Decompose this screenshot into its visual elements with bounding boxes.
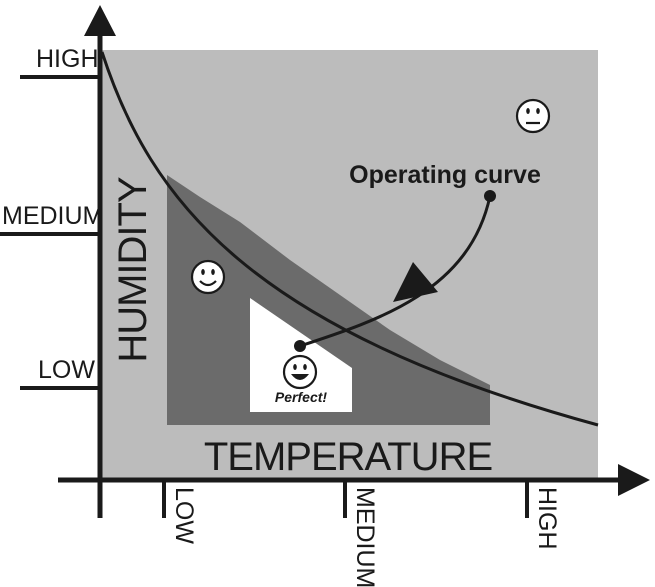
operating-curve-label: Operating curve	[349, 161, 541, 189]
operating-curve-start-dot	[294, 340, 306, 352]
operating-curve-arrowhead	[393, 262, 438, 302]
x-axis-arrow	[618, 464, 650, 496]
x-tick-label-high: HIGH	[533, 487, 561, 550]
y-axis-arrow	[84, 5, 116, 36]
x-tick-label-low: LOW	[170, 487, 198, 544]
boundary-curve	[100, 51, 599, 427]
y-tick-label-high: HIGH	[36, 45, 99, 73]
x-tick-label-medium: MEDIUM	[351, 487, 379, 587]
inner-zone	[167, 175, 490, 425]
y-tick-label-medium: MEDIUM	[2, 202, 103, 230]
neutral-face-icon	[515, 98, 551, 134]
perfect-label: Perfect!	[275, 389, 327, 405]
happy-face-icon	[282, 354, 318, 390]
operating-curve-end-dot	[484, 190, 496, 202]
y-tick-label-low: LOW	[38, 356, 95, 384]
y-axis-title: HUMIDITY	[111, 177, 155, 363]
x-axis-title: TEMPERATURE	[204, 435, 492, 479]
smiley-face-icon	[190, 259, 226, 295]
